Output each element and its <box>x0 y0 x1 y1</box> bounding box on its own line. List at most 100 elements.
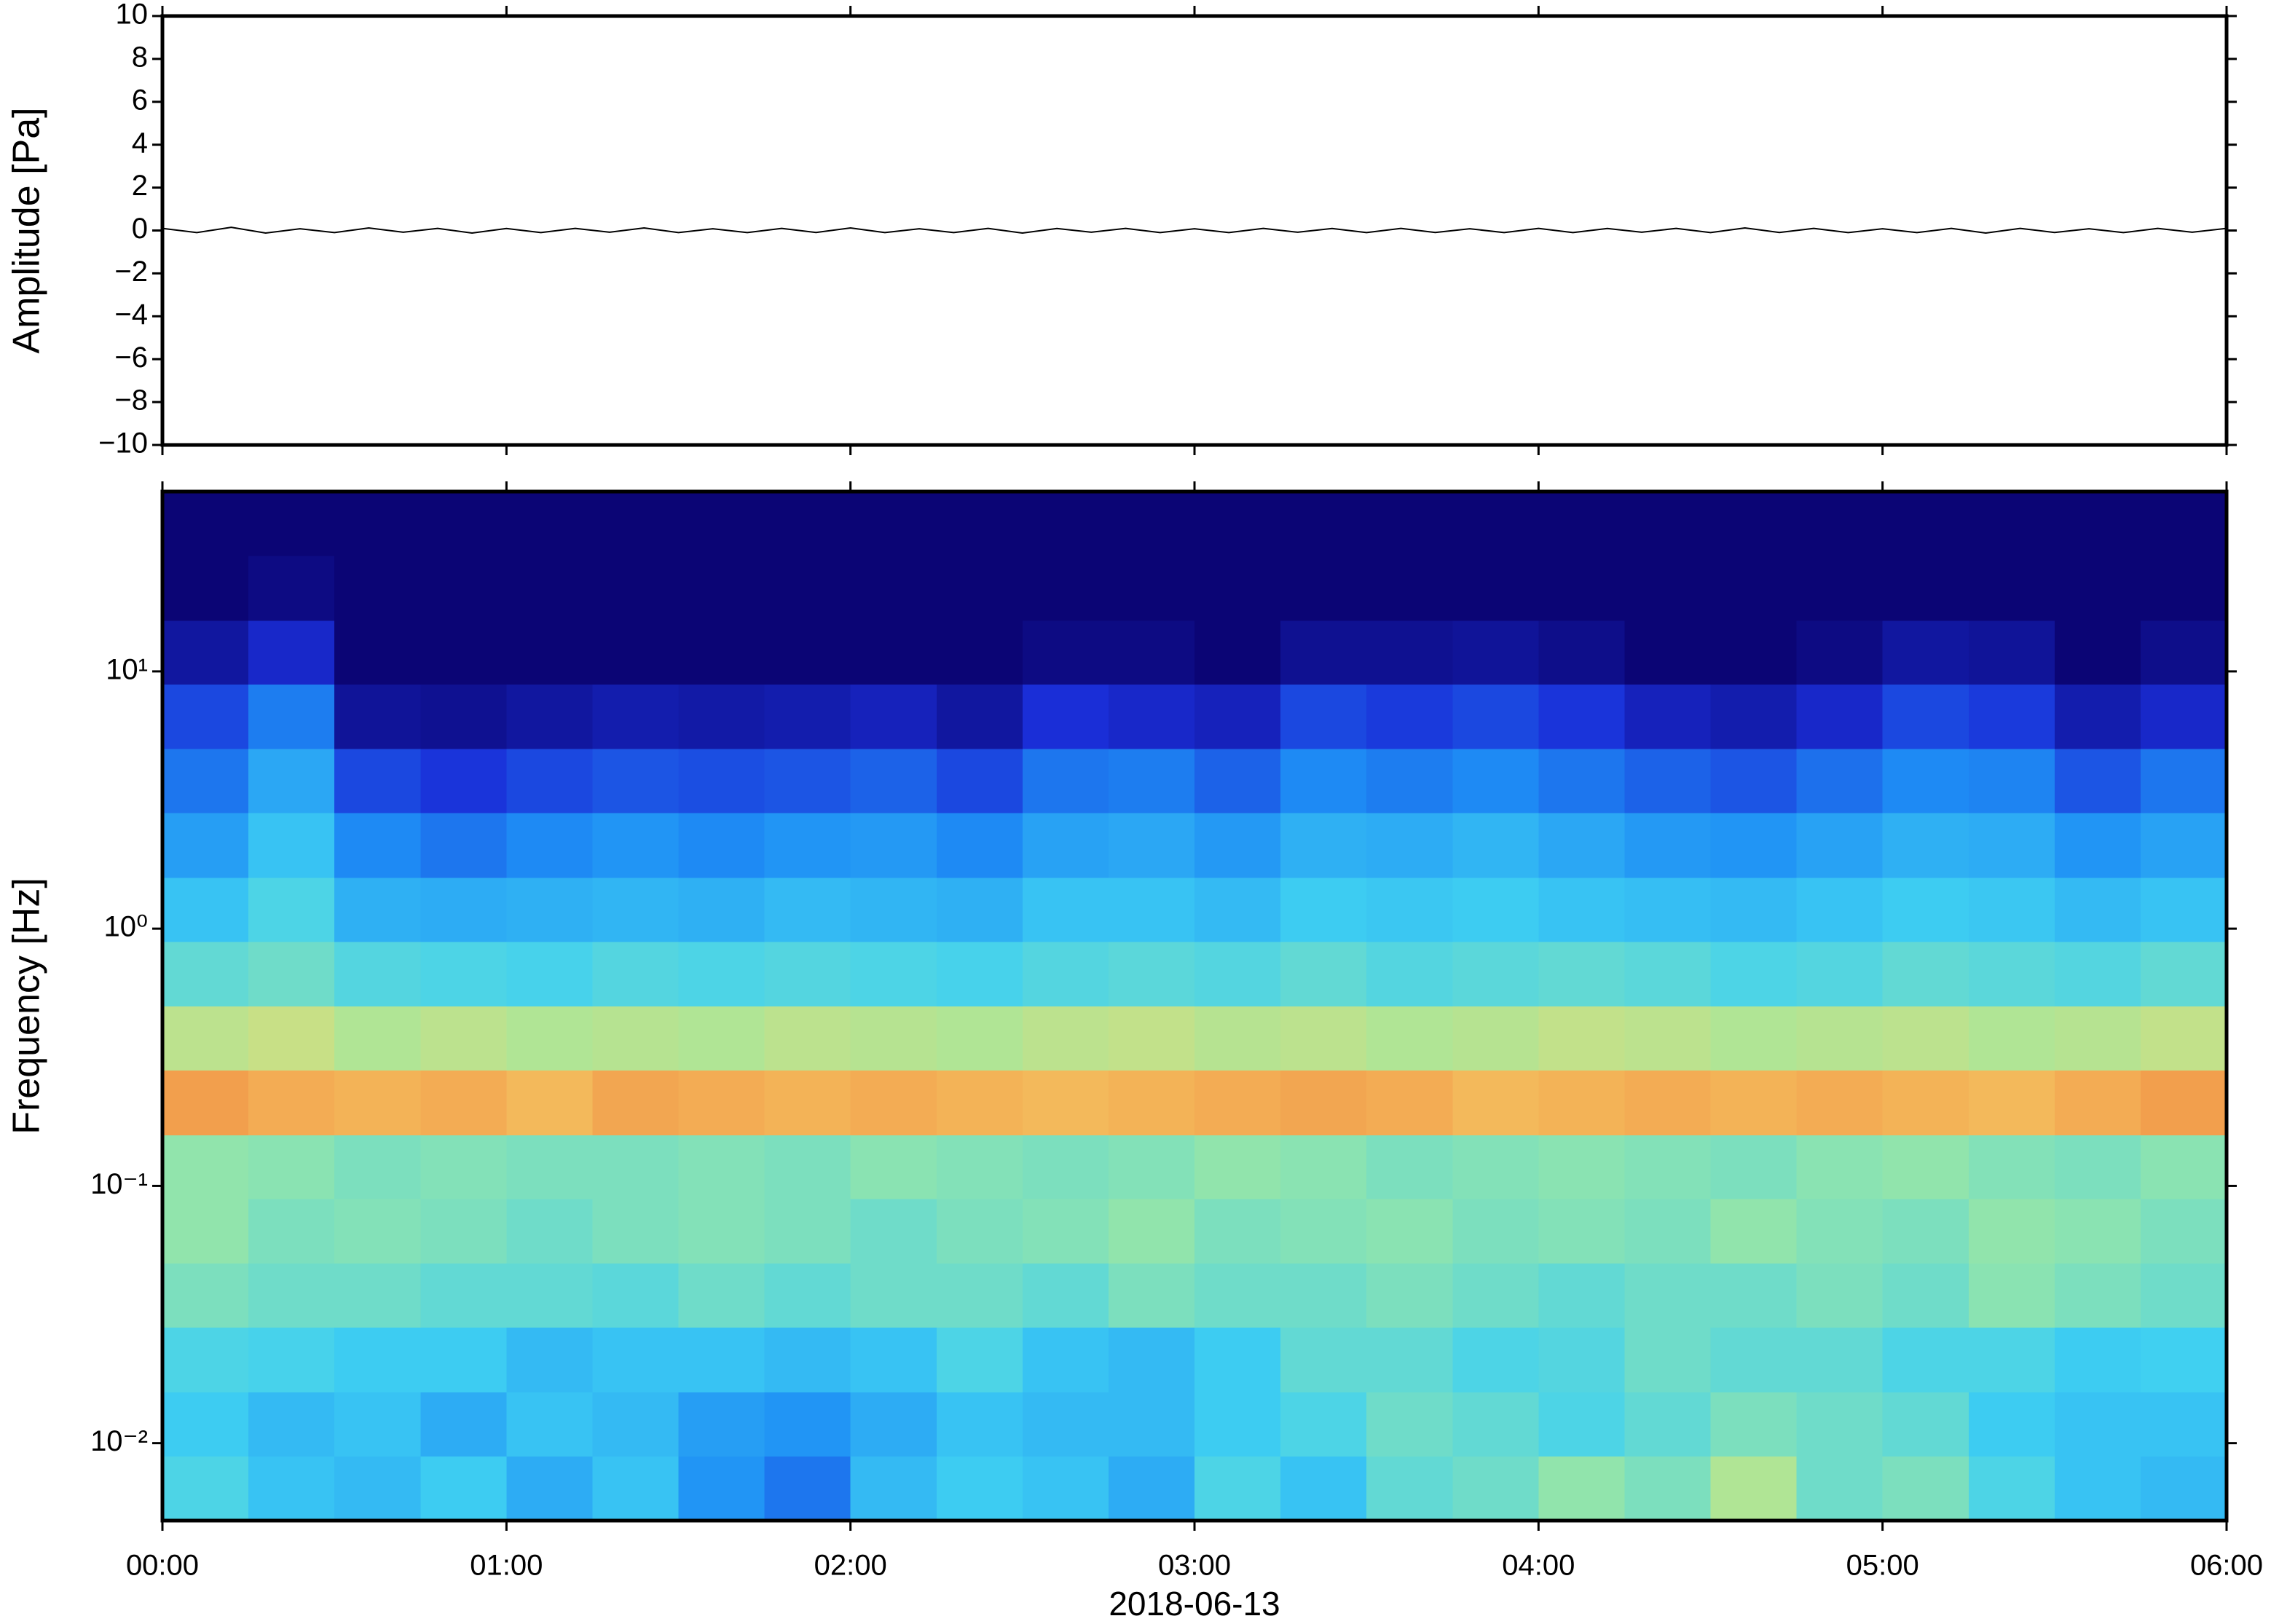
spectrogram-cell <box>420 1135 507 1199</box>
spectrogram-cell <box>2054 877 2141 942</box>
spectrogram-cell <box>506 1070 594 1135</box>
spectrogram-cell <box>1538 1199 1626 1264</box>
spectrogram-cell <box>162 1327 249 1393</box>
spectrogram-cell <box>1624 555 1712 621</box>
spectrogram-cell <box>764 877 851 942</box>
spectrogram-cell <box>1022 813 1109 878</box>
spectrogram-cell <box>592 941 680 1006</box>
spectrogram-cell <box>936 684 1023 749</box>
spectrogram-cell <box>2140 555 2227 621</box>
spectrogram-cell <box>1022 1392 1109 1457</box>
spectrogram-cell <box>678 1392 765 1457</box>
spectrogram-cell <box>850 1006 937 1071</box>
spectrogram-cell <box>1968 684 2055 749</box>
spectrogram-cell <box>1710 1006 1798 1071</box>
spectrogram-cell <box>2054 941 2141 1006</box>
spectrogram-cell <box>334 1135 421 1199</box>
spectrogram-cell <box>1538 1392 1626 1457</box>
spectrogram-cell <box>1452 1006 1539 1071</box>
spectrogram-cell <box>2140 620 2227 685</box>
spectrogram-cell <box>764 1263 851 1328</box>
y-tick-label: −2 <box>114 256 148 288</box>
spectrogram-cell <box>1538 1135 1626 1199</box>
spectrogram-cell <box>420 684 507 749</box>
spectrogram-cell <box>1538 555 1626 621</box>
spectrogram-cell <box>936 1199 1023 1264</box>
spectrogram-cell <box>248 1327 335 1393</box>
spectrogram-cell <box>1968 748 2055 813</box>
spectrogram-cell <box>1624 492 1712 556</box>
spectrogram-cell <box>1280 1456 1367 1521</box>
spectrogram-cell <box>248 1006 335 1071</box>
spectrogram-cell <box>2054 1456 2141 1521</box>
spectrogram-cell <box>506 492 594 556</box>
x-tick-label: 01:00 <box>470 1550 543 1582</box>
spectrogram-cell <box>2140 684 2227 749</box>
spectrogram-cell <box>764 1199 851 1264</box>
spectrogram-cell <box>2140 492 2227 556</box>
spectrogram-cell <box>1280 684 1367 749</box>
spectrogram-cell <box>2054 1327 2141 1393</box>
spectrogram-cell <box>1968 1263 2055 1328</box>
spectrogram-cell <box>1452 555 1539 621</box>
spectrogram-cell <box>2140 941 2227 1006</box>
spectrogram-cell <box>1452 1263 1539 1328</box>
spectrogram-cell <box>1366 620 1453 685</box>
spectrogram-cell <box>506 1327 594 1393</box>
spectrogram-cell <box>162 1006 249 1071</box>
spectrogram-cell <box>1108 684 1195 749</box>
spectrogram-cell <box>1194 1199 1281 1264</box>
spectrogram-cell <box>2140 1070 2227 1135</box>
spectrogram-cell <box>678 1327 765 1393</box>
spectrogram-cell <box>1108 1135 1195 1199</box>
spectrogram-cell <box>420 492 507 556</box>
spectrogram-cell <box>1710 1456 1798 1521</box>
spectrogram-cell <box>1452 1070 1539 1135</box>
spectrogram-cell <box>420 1456 507 1521</box>
spectrogram-cell <box>936 877 1023 942</box>
spectrogram-cell <box>1796 684 1884 749</box>
spectrogram-cell <box>1280 1135 1367 1199</box>
spectrogram-cell <box>1710 1263 1798 1328</box>
spectrogram-cell <box>248 813 335 878</box>
spectrogram-cell <box>162 492 249 556</box>
spectrogram-cell <box>2140 813 2227 878</box>
spectrogram-cell <box>1022 684 1109 749</box>
spectrogram-cell <box>850 813 937 878</box>
spectrogram-cell <box>678 1070 765 1135</box>
spectrogram-cell <box>248 1135 335 1199</box>
spectrogram-cell <box>1108 813 1195 878</box>
spectrogram-cell <box>248 941 335 1006</box>
spectrogram-cell <box>1710 941 1798 1006</box>
spectrogram-cell <box>592 492 680 556</box>
y-tick-label: 0 <box>132 213 148 245</box>
spectrogram-cell <box>1710 813 1798 878</box>
spectrogram-cell <box>248 877 335 942</box>
spectrogram-cell <box>1022 748 1109 813</box>
y-tick-label: 10⁻¹ <box>90 1168 148 1200</box>
spectrogram-cell <box>334 1392 421 1457</box>
spectrogram-cell <box>936 1006 1023 1071</box>
spectrogram-cell <box>592 1135 680 1199</box>
plot-frame <box>160 14 2229 447</box>
spectrogram-cell <box>1108 1006 1195 1071</box>
spectrogram-cell <box>2054 1199 2141 1264</box>
spectrogram-cell <box>1452 684 1539 749</box>
y-tick-label: 8 <box>132 41 148 73</box>
spectrogram-cell <box>1022 877 1109 942</box>
spectrogram-cell <box>506 555 594 621</box>
spectrogram-cell <box>936 1392 1023 1457</box>
spectrogram-cell <box>850 1070 937 1135</box>
spectrogram-cell <box>248 684 335 749</box>
spectrogram-cell <box>1452 748 1539 813</box>
spectrogram-cell <box>850 1327 937 1393</box>
spectrogram-cell <box>1796 1456 1884 1521</box>
spectrogram-cell <box>592 684 680 749</box>
spectrogram-cell <box>850 877 937 942</box>
spectrogram-cell <box>1882 1006 1969 1071</box>
spectrogram-cell <box>1366 1070 1453 1135</box>
spectrogram-cell <box>334 1006 421 1071</box>
spectrogram-cell <box>334 877 421 942</box>
spectrogram-cell <box>2140 877 2227 942</box>
